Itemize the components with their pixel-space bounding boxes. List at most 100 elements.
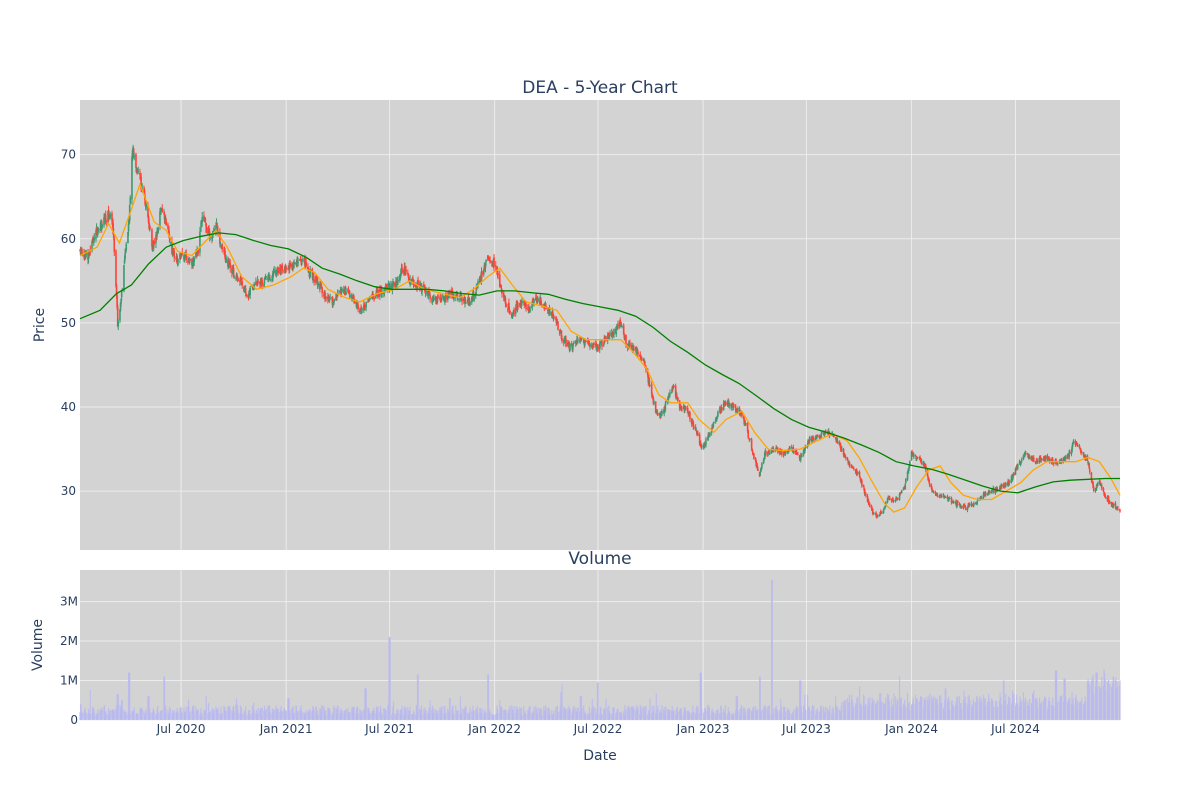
candle-up: [120, 298, 122, 304]
candle-up: [975, 503, 978, 505]
candle-up: [904, 483, 907, 490]
candle-down: [391, 283, 393, 290]
candle-down: [232, 267, 235, 276]
candle-up: [119, 309, 121, 321]
candle-down: [863, 489, 866, 494]
volume-bar: [245, 706, 247, 720]
candle-down: [219, 232, 221, 245]
candle-up: [453, 295, 455, 299]
volume-y-tick-label: 2M: [60, 634, 78, 648]
candle-up: [823, 433, 826, 435]
volume-bar: [555, 707, 557, 720]
volume-bar: [961, 709, 963, 720]
candle-down: [914, 455, 917, 456]
candle-down: [1079, 448, 1082, 452]
candle-up: [821, 432, 823, 434]
candle-up: [1083, 454, 1085, 456]
volume-bar: [605, 699, 607, 720]
candle-up: [759, 468, 762, 473]
volume-bar: [193, 711, 195, 720]
candle-down: [964, 508, 967, 511]
candle-up: [980, 498, 983, 500]
volume-bar: [519, 707, 521, 720]
candle-up: [199, 229, 202, 231]
candle-down: [889, 498, 891, 500]
candle-up: [984, 493, 987, 495]
candle-down: [946, 496, 949, 499]
candle-down: [1078, 445, 1081, 448]
volume-bar: [457, 710, 459, 720]
volume-bar: [725, 714, 727, 720]
candle-up: [1050, 459, 1053, 463]
candle-up: [131, 157, 133, 200]
volume-bar: [885, 697, 887, 720]
volume-bar: [817, 711, 819, 720]
candle-down: [524, 303, 526, 305]
candle-up: [480, 271, 483, 281]
candle-down: [849, 464, 851, 467]
candle-down: [352, 296, 354, 298]
volume-bar: [1041, 700, 1043, 720]
volume-bar: [1101, 676, 1103, 720]
candle-up: [351, 296, 354, 301]
candle-up: [613, 328, 615, 335]
volume-y-tick-label: 3M: [60, 595, 78, 609]
volume-bar: [285, 710, 287, 720]
candle-down: [846, 458, 849, 461]
volume-bar: [345, 708, 347, 720]
candle-up: [227, 262, 230, 268]
volume-bar: [581, 707, 583, 720]
candle-up: [477, 280, 479, 285]
volume-bar: [637, 707, 639, 720]
volume-bar: [1105, 690, 1107, 720]
candle-down: [1100, 485, 1103, 489]
volume-x-tick-label: Jul 2021: [364, 722, 414, 736]
candle-up: [109, 214, 112, 218]
volume-bar: [661, 705, 663, 720]
candle-down: [630, 345, 633, 349]
candle-down: [871, 508, 873, 510]
volume-bar: [621, 713, 623, 720]
candle-up: [419, 283, 422, 289]
candle-up: [949, 498, 951, 499]
candle-down: [1074, 442, 1077, 445]
candle-down: [1090, 472, 1093, 481]
volume-bar: [429, 700, 431, 720]
volume-bar: [469, 707, 471, 720]
volume-bar: [553, 710, 555, 720]
candle-down: [636, 350, 639, 352]
candle-up: [1071, 446, 1073, 453]
candle-down: [629, 343, 631, 347]
volume-bar: [149, 713, 151, 720]
candle-up: [962, 504, 965, 508]
volume-bar: [540, 709, 543, 720]
candle-up: [239, 280, 241, 282]
volume-bar: [561, 684, 563, 720]
volume-bar: [349, 712, 351, 720]
candle-down: [755, 460, 757, 467]
candle-down: [83, 253, 85, 258]
volume-bar: [841, 702, 843, 720]
volume-bar: [861, 705, 863, 720]
volume-x-tick-label: Jul 2020: [156, 722, 206, 736]
volume-bar: [292, 705, 294, 720]
volume-bar: [205, 696, 207, 720]
candle-down: [1116, 506, 1119, 510]
candle-up: [876, 516, 879, 518]
candle-down: [496, 269, 499, 274]
candle-up: [906, 471, 909, 480]
volume-bar: [757, 709, 759, 720]
candle-up: [1096, 482, 1099, 486]
volume-bar: [249, 714, 251, 720]
volume-bar: [267, 705, 270, 720]
candle-up: [616, 325, 618, 331]
candle-up: [886, 498, 889, 502]
candle-up: [907, 467, 910, 472]
candle-up: [1095, 485, 1098, 489]
candle-down: [517, 305, 519, 307]
candle-down: [823, 432, 825, 435]
volume-bar: [549, 714, 551, 720]
candle-down: [657, 413, 659, 415]
candle-up: [231, 268, 234, 274]
